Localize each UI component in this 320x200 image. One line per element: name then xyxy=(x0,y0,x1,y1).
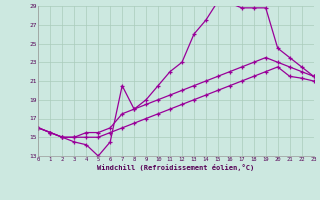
X-axis label: Windchill (Refroidissement éolien,°C): Windchill (Refroidissement éolien,°C) xyxy=(97,164,255,171)
